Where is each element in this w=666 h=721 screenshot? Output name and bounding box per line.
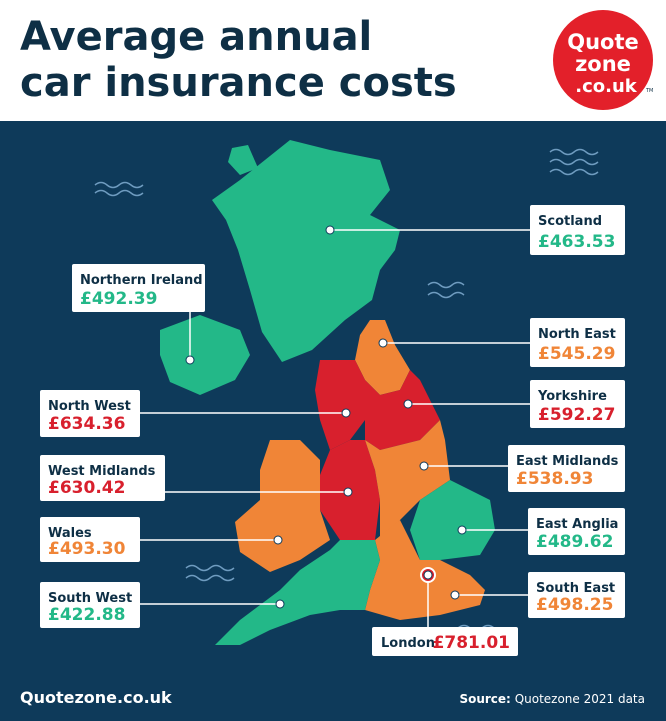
label-box	[40, 455, 165, 501]
region-label: Wales£493.30	[40, 517, 283, 562]
label-box	[508, 445, 625, 492]
region-name: Wales	[48, 526, 92, 541]
region-dot	[275, 599, 285, 609]
region-name: London	[381, 636, 435, 651]
region-name: East Anglia	[536, 517, 618, 532]
region-price: £538.93	[516, 469, 593, 489]
region-dot	[457, 525, 467, 535]
label-box	[530, 380, 625, 428]
region-label: East Midlands£538.93	[419, 445, 625, 492]
region-label: Yorkshire£592.27	[403, 380, 625, 428]
region-shape	[215, 540, 380, 645]
logo-circle	[553, 10, 653, 110]
region-name: North East	[538, 327, 616, 342]
region-dot	[419, 461, 429, 471]
title-line: Average annual	[20, 14, 372, 60]
region-name: East Midlands	[516, 454, 619, 469]
region-dot	[325, 225, 335, 235]
region-name: West Midlands	[48, 464, 156, 479]
region-dot	[273, 535, 283, 545]
label-box	[528, 508, 625, 555]
source-label: Source:	[459, 692, 510, 706]
label-box	[40, 517, 140, 562]
region-label: North West£634.36	[40, 390, 351, 437]
region-label: South East£498.25	[450, 572, 625, 618]
region-name: Scotland	[538, 214, 602, 229]
region-label: West Midlands£630.42	[40, 455, 353, 501]
region-dot	[378, 338, 388, 348]
region-shape	[235, 440, 330, 572]
footer-site: Quotezone.co.uk	[20, 688, 172, 707]
logo-text: zone	[575, 52, 631, 76]
region-price: £463.53	[538, 232, 615, 252]
region-shape	[365, 420, 450, 540]
region-shape	[228, 145, 258, 175]
region-shape	[315, 360, 365, 450]
map	[160, 140, 495, 645]
logo-text: Quote	[567, 30, 639, 54]
region-dot	[343, 487, 353, 497]
label-box	[528, 572, 625, 618]
wave	[94, 181, 144, 197]
region-name: South West	[48, 591, 132, 606]
region-price: £422.88	[48, 605, 125, 625]
label-box	[530, 318, 625, 367]
label-box	[372, 627, 518, 656]
source-text: Quotezone 2021 data	[515, 692, 645, 706]
region-dot	[185, 355, 195, 365]
wave	[549, 148, 599, 176]
region-name: South East	[536, 581, 615, 596]
region-dot	[341, 408, 351, 418]
region-price: £592.27	[538, 405, 615, 425]
wave	[185, 564, 235, 582]
region-name: Northern Ireland	[80, 273, 203, 288]
region-shape	[160, 315, 250, 395]
region-label: East Anglia£489.62	[457, 508, 625, 555]
footer-source: Source: Quotezone 2021 data	[459, 692, 645, 706]
region-shape	[410, 480, 495, 560]
logo-text: .co.uk	[575, 76, 638, 97]
label-box	[40, 390, 140, 437]
label-box	[72, 264, 205, 312]
logo-mark: TM	[645, 88, 653, 94]
region-shape	[365, 370, 440, 450]
region-price: £545.29	[538, 344, 615, 364]
region-price: £498.25	[536, 595, 613, 615]
region-price: £492.39	[80, 289, 157, 309]
wave	[427, 281, 465, 299]
region-dot	[450, 590, 460, 600]
region-label: South West£422.88	[40, 582, 285, 628]
region-shape	[212, 140, 400, 362]
region-label: Northern Ireland£492.39	[72, 264, 205, 365]
region-label: London£781.01	[372, 567, 518, 656]
region-label: Scotland £463.53	[325, 205, 625, 255]
region-dot	[403, 399, 413, 409]
region-label: North East £545.29	[378, 318, 625, 367]
region-price: £489.62	[536, 532, 613, 552]
region-name: Yorkshire	[537, 389, 607, 404]
region-name: North West	[48, 399, 131, 414]
label-box	[40, 582, 140, 628]
region-price: £634.36	[48, 414, 125, 434]
region-price: £630.42	[48, 478, 125, 498]
region-price: £493.30	[48, 539, 126, 559]
region-shape	[355, 320, 410, 395]
region-dot	[423, 570, 433, 580]
title-line: car insurance costs	[20, 60, 457, 106]
region-price: £781.01	[433, 633, 510, 653]
label-box	[530, 205, 625, 255]
logo: Quote zone .co.uk TM	[553, 10, 653, 110]
